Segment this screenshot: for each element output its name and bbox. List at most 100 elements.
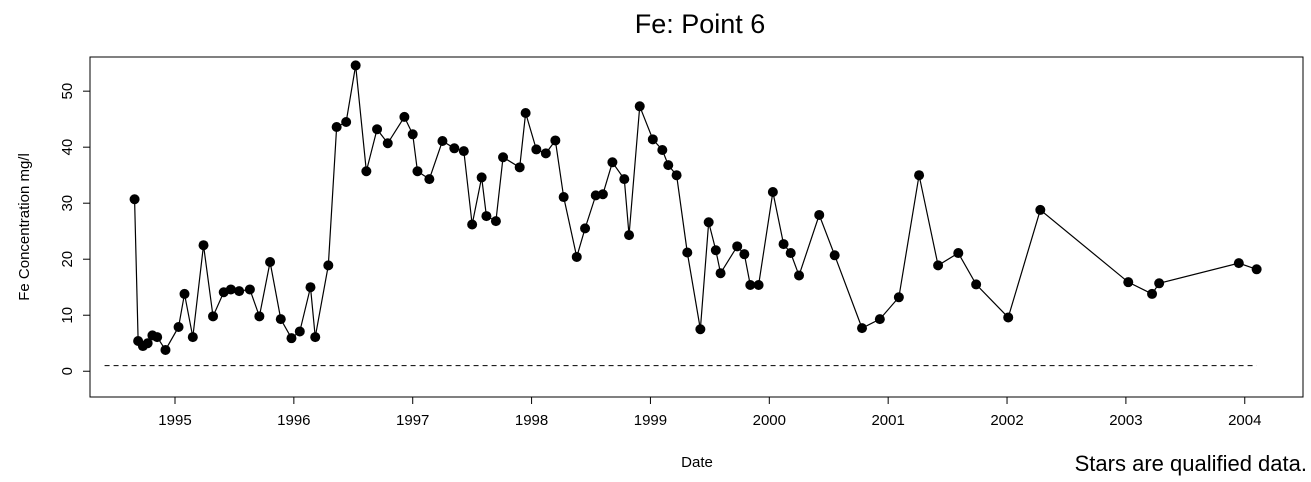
data-point <box>550 135 561 146</box>
data-point <box>953 248 964 259</box>
data-point <box>490 216 501 227</box>
data-point <box>624 230 635 241</box>
data-point <box>173 321 184 332</box>
data-point <box>695 324 706 335</box>
data-point <box>467 219 478 230</box>
data-point <box>767 186 778 197</box>
data-point <box>187 332 198 343</box>
data-point <box>671 170 682 181</box>
data-point <box>129 194 140 205</box>
data-point <box>657 144 668 155</box>
x-tick-label: 1999 <box>634 412 667 429</box>
data-point <box>476 172 487 183</box>
data-point <box>323 260 334 271</box>
data-point <box>372 124 383 135</box>
data-point <box>753 279 764 290</box>
data-point <box>634 101 645 112</box>
data-point <box>399 111 410 122</box>
data-point <box>715 268 726 279</box>
data-point <box>286 333 297 344</box>
data-point <box>275 314 286 325</box>
series-line <box>133 65 1257 352</box>
y-tick-label: 0 <box>59 367 76 375</box>
data-point <box>710 245 721 256</box>
data-point <box>732 241 743 252</box>
data-point <box>265 257 276 268</box>
data-point <box>571 251 582 262</box>
data-point <box>1003 312 1014 323</box>
data-point <box>160 344 171 355</box>
data-point <box>1251 264 1262 275</box>
data-point <box>437 136 448 147</box>
data-point <box>933 260 944 271</box>
data-point <box>294 326 305 337</box>
data-point <box>310 332 321 343</box>
data-point <box>739 249 750 260</box>
data-point <box>198 240 209 251</box>
data-point <box>874 314 885 325</box>
data-point <box>794 270 805 281</box>
note: Stars are qualified data. <box>1075 451 1307 476</box>
data-point <box>893 292 904 303</box>
data-point <box>607 157 618 168</box>
data-point <box>597 189 608 200</box>
data-point <box>361 166 372 177</box>
chart-title: Fe: Point 6 <box>635 9 766 39</box>
data-point <box>814 209 825 220</box>
y-tick-label: 20 <box>59 251 76 268</box>
x-tick-label: 2003 <box>1109 412 1142 429</box>
data-point <box>540 148 551 159</box>
x-tick-label: 2004 <box>1228 412 1261 429</box>
data-point <box>225 284 236 295</box>
data-point <box>514 162 525 173</box>
y-tick-label: 50 <box>59 83 76 100</box>
y-tick-label: 40 <box>59 139 76 156</box>
data-point <box>580 223 591 234</box>
data-point <box>785 248 796 259</box>
x-tick-label: 2000 <box>753 412 786 429</box>
data-point <box>971 279 982 290</box>
data-point <box>234 286 245 297</box>
data-point <box>1035 204 1046 215</box>
data-point <box>382 138 393 149</box>
data-point <box>745 279 756 290</box>
data-point <box>208 311 219 322</box>
data-point <box>142 338 153 349</box>
data-point <box>857 323 868 334</box>
y-tick-label: 10 <box>59 307 76 324</box>
x-tick-label: 1997 <box>396 412 429 429</box>
data-point <box>829 250 840 261</box>
data-point <box>179 288 190 299</box>
data-point <box>498 152 509 163</box>
data-point <box>1147 288 1158 299</box>
data-point <box>1154 278 1165 289</box>
x-tick-label: 2002 <box>990 412 1023 429</box>
data-point <box>481 211 492 222</box>
data-point <box>682 247 693 258</box>
data-point <box>1123 277 1134 288</box>
data-point <box>449 143 460 154</box>
data-point <box>407 129 418 140</box>
y-tick-label: 30 <box>59 195 76 212</box>
data-point <box>647 134 658 145</box>
data-point <box>254 311 265 322</box>
data-point <box>558 192 569 203</box>
data-point <box>305 282 316 293</box>
data-point <box>331 122 342 133</box>
y-axis-label: Fe Concentration mg/l <box>16 153 33 301</box>
x-tick-label: 1996 <box>277 412 310 429</box>
plot-frame <box>89 56 1304 398</box>
x-tick-label: 1995 <box>158 412 191 429</box>
data-point <box>152 332 163 343</box>
x-tick-label: 1998 <box>515 412 548 429</box>
x-axis-label: Date <box>681 454 713 471</box>
data-point <box>703 217 714 228</box>
data-point <box>663 160 674 171</box>
data-point <box>531 144 542 155</box>
data-point <box>244 284 255 295</box>
data-point <box>619 174 630 185</box>
data-point <box>341 116 352 127</box>
data-point <box>778 239 789 250</box>
